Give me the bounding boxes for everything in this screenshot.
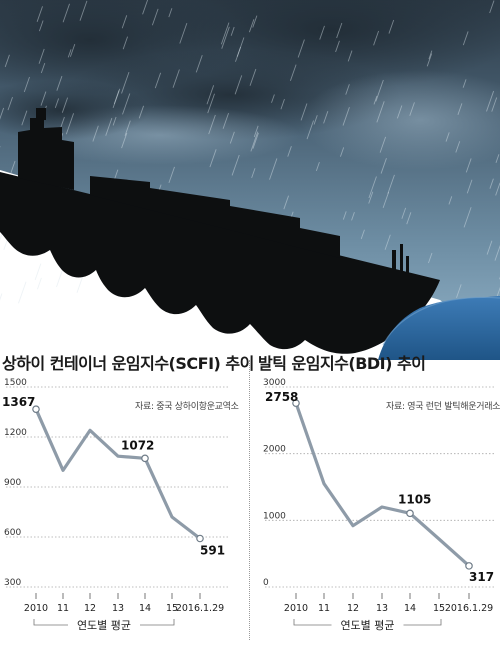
- scfi-x-tick-label: 2016.1.29: [176, 603, 224, 614]
- bdi-annotation-bg: [331, 617, 404, 633]
- scfi-x-tick-label: 14: [139, 603, 151, 614]
- bdi-x-tick-label: 14: [404, 603, 416, 614]
- scfi-x-tick-label: 2010: [24, 603, 48, 614]
- scfi-x-tick-label: 13: [112, 603, 124, 614]
- bdi-data-label: 1105: [398, 492, 431, 506]
- bdi-x-tick-label: 11: [318, 603, 330, 614]
- storm-ship-illustration: [0, 0, 500, 360]
- bdi-data-label: 317: [469, 570, 494, 584]
- bdi-series-line: [294, 401, 471, 568]
- bdi-data-point: [406, 509, 414, 518]
- scfi-y-tick-label: 900: [4, 478, 21, 488]
- scfi-y-tick-label: 1500: [4, 378, 27, 388]
- scfi-data-label: 591: [200, 544, 225, 558]
- bdi-y-tick-label: 2000: [263, 445, 286, 455]
- scfi-y-tick-label: 1200: [4, 428, 27, 438]
- scfi-annotation-bg: [68, 617, 140, 633]
- scfi-y-tick-label: 300: [4, 578, 21, 588]
- bdi-data-point: [292, 399, 300, 407]
- bdi-chart: 발틱 운임지수(BDI) 추이 자료: 영국 런던 발틱해운거래소 3000 20…: [252, 350, 500, 645]
- scfi-plot: 1500 1200 900 600 300 2010 11 12 13 14 152016.1.29…: [2, 378, 228, 633]
- scfi-data-point: [32, 405, 40, 413]
- bdi-x-tick-label: 2010: [284, 603, 308, 614]
- bdi-source: 자료: 영국 런던 발틱해운거래소: [386, 402, 500, 412]
- bdi-data-point: [465, 562, 473, 570]
- scfi-series-line: [34, 407, 202, 541]
- bdi-x-tick-label: 2016.1.29: [445, 603, 493, 614]
- wave-crest: [378, 297, 500, 360]
- bdi-chart-title: 발틱 운임지수(BDI) 추이: [258, 354, 426, 373]
- scfi-data-point: [141, 454, 149, 463]
- scfi-x-tick-label: 15: [166, 603, 178, 614]
- scfi-data-label: 1072: [121, 438, 154, 452]
- bdi-data-label: 2758: [265, 390, 298, 404]
- bdi-y-tick-label: 0: [263, 578, 269, 588]
- panel-divider: [249, 360, 250, 640]
- scfi-y-tick-label: 600: [4, 528, 21, 538]
- scfi-source: 자료: 중국 상하이항운교역소: [135, 402, 239, 412]
- scfi-annotation: 연도별 평균: [77, 619, 131, 632]
- scfi-chart-title: 상하이 컨테이너 운임지수(SCFI) 추이: [2, 354, 254, 373]
- scfi-x-tick-label: 11: [57, 603, 69, 614]
- bdi-plot: 3000 2000 1000 0 2010 11 12 13 14 15 2016.1.29 연도별 …: [263, 378, 495, 633]
- bdi-y-tick-label: 1000: [263, 511, 286, 521]
- scfi-x-tick-label: 12: [84, 603, 96, 614]
- scfi-data-point: [196, 534, 204, 543]
- bdi-x-tick-label: 12: [347, 603, 359, 614]
- bdi-x-tick-label: 13: [376, 603, 388, 614]
- scfi-data-label: 1367: [2, 395, 35, 409]
- ship-silhouette: [0, 108, 440, 354]
- scfi-chart: 상하이 컨테이너 운임지수(SCFI) 추이 자료: 중국 상하이항운교역소 1…: [0, 350, 254, 645]
- bdi-annotation: 연도별 평균: [340, 619, 394, 632]
- bdi-y-tick-label: 3000: [263, 378, 286, 388]
- bdi-x-tick-label: 15: [433, 603, 445, 614]
